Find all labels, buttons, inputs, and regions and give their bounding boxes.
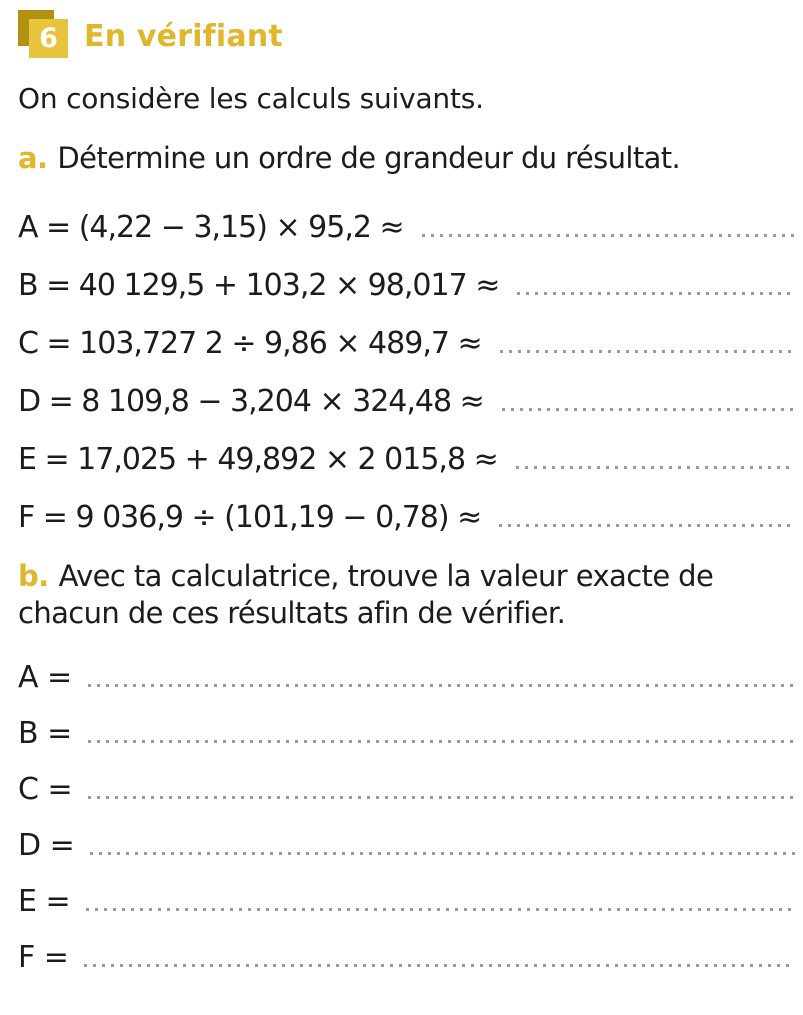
answer-blank-a [87, 684, 795, 687]
answer-blank-b [87, 740, 795, 743]
calculation-expression-d: D = 8 109,8 − 3,204 × 324,48 ≈ [18, 384, 485, 419]
calculation-row-a: A = (4,22 − 3,15) × 95,2 ≈ [18, 210, 795, 246]
answer-blank-c [88, 796, 795, 799]
estimate-blank-f [499, 524, 795, 527]
calculation-row-b: B = 40 129,5 + 103,2 × 98,017 ≈ [18, 268, 795, 304]
answer-blank-f [84, 964, 795, 967]
answer-label-b: B = [18, 716, 72, 751]
answer-row-d: D = [18, 828, 795, 864]
calculation-row-d: D = 8 109,8 − 3,204 × 324,48 ≈ [18, 384, 795, 420]
answer-label-a: A = [18, 660, 72, 695]
answer-blank-e [86, 908, 795, 911]
calculation-row-f: F = 9 036,9 ÷ (101,19 − 0,78) ≈ [18, 500, 795, 536]
part-a-instruction-text: Détermine un ordre de grandeur du résult… [57, 141, 681, 175]
answer-blank-d [90, 852, 795, 855]
calculation-expression-f: F = 9 036,9 ÷ (101,19 − 0,78) ≈ [18, 500, 482, 535]
answer-row-b: B = [18, 716, 795, 752]
calculation-row-e: E = 17,025 + 49,892 × 2 015,8 ≈ [18, 442, 795, 478]
calculation-list: A = (4,22 − 3,15) × 95,2 ≈ B = 40 129,5 … [18, 210, 795, 536]
answer-row-c: C = [18, 772, 795, 808]
estimate-blank-b [517, 292, 795, 295]
calculation-expression-a: A = (4,22 − 3,15) × 95,2 ≈ [18, 210, 405, 245]
answer-list: A = B = C = D = E = F = [18, 660, 795, 976]
exercise-header: 6 En vérifiant [18, 10, 795, 62]
part-a-instruction: a. Détermine un ordre de grandeur du résu… [18, 140, 795, 176]
answer-row-f: F = [18, 940, 795, 976]
answer-row-e: E = [18, 884, 795, 920]
calculation-expression-b: B = 40 129,5 + 103,2 × 98,017 ≈ [18, 268, 500, 303]
calculation-expression-e: E = 17,025 + 49,892 × 2 015,8 ≈ [18, 442, 499, 477]
answer-label-e: E = [18, 884, 71, 919]
estimate-blank-d [501, 408, 795, 411]
answer-row-a: A = [18, 660, 795, 696]
answer-label-c: C = [18, 772, 73, 807]
estimate-blank-e [515, 466, 795, 469]
answer-label-d: D = [18, 828, 75, 863]
estimate-blank-a [421, 234, 795, 237]
part-a-label: a. [18, 141, 48, 175]
answer-label-f: F = [18, 940, 69, 975]
part-b-instruction: b. Avec ta calculatrice, trouve la valeur… [18, 558, 770, 632]
exercise-title: En vérifiant [84, 18, 283, 54]
calculation-expression-c: C = 103,727 2 ÷ 9,86 × 489,7 ≈ [18, 326, 483, 361]
intro-text: On considère les calculs suivants. [18, 82, 484, 115]
exercise-number: 6 [29, 19, 68, 58]
calculation-row-c: C = 103,727 2 ÷ 9,86 × 489,7 ≈ [18, 326, 795, 362]
part-b-label: b. [18, 559, 49, 593]
exercise-number-badge: 6 [18, 10, 70, 62]
part-b-instruction-text: Avec ta calculatrice, trouve la valeur e… [18, 559, 714, 630]
estimate-blank-c [499, 350, 795, 353]
